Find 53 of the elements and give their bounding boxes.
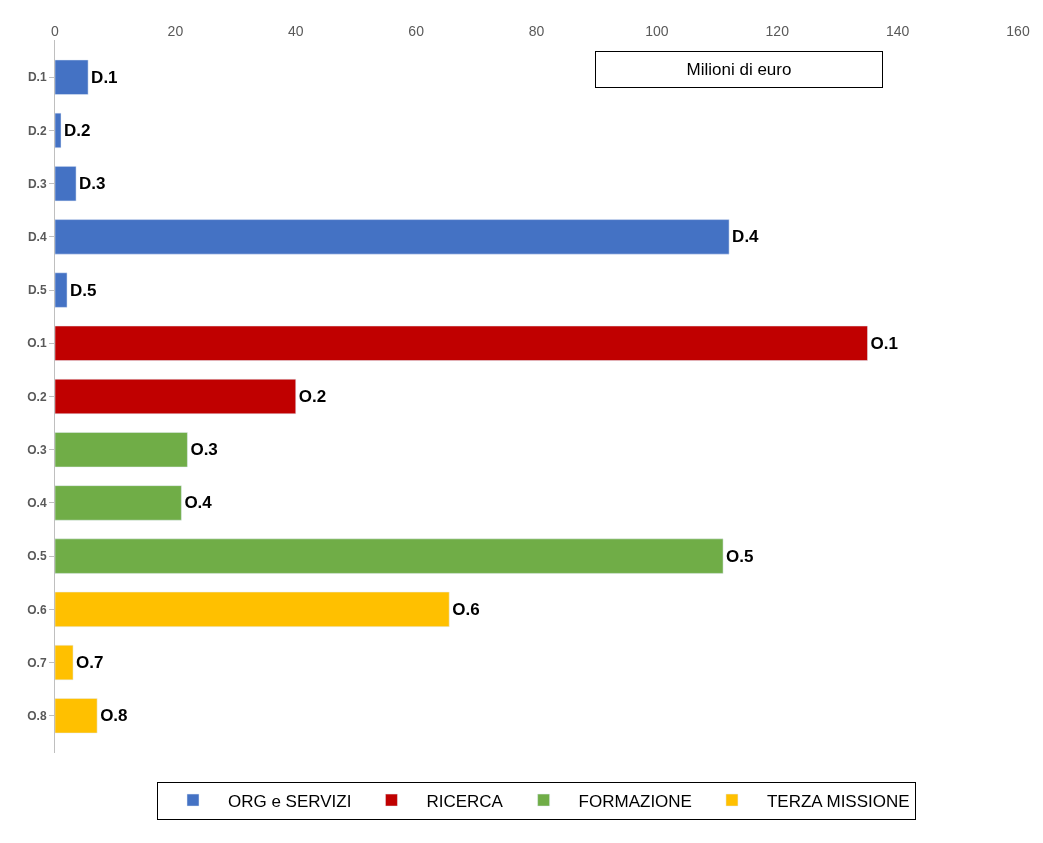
bar	[55, 591, 450, 627]
bar	[55, 485, 182, 521]
legend-label: TERZA MISSIONE	[766, 791, 910, 811]
bar	[55, 166, 77, 202]
data-label: O.4	[184, 493, 213, 513]
data-label: O.3	[190, 440, 218, 460]
x-tick-label: 80	[528, 23, 545, 40]
data-label: O.6	[452, 599, 480, 619]
bar	[55, 538, 724, 574]
x-tick-label: 40	[287, 23, 304, 40]
bar	[55, 112, 62, 148]
x-tick-label: 0	[51, 23, 60, 40]
data-label: D.4	[732, 227, 760, 247]
data-label: D.2	[64, 120, 91, 140]
data-label: O.8	[100, 706, 128, 726]
annotation: Milioni di euro	[686, 60, 792, 79]
x-tick-label: 120	[765, 23, 790, 40]
x-tick-label: 100	[645, 23, 669, 40]
y-tick-label: O.4	[27, 496, 47, 511]
y-tick-label: D.4	[27, 230, 47, 245]
x-tick-label: 140	[885, 23, 910, 40]
x-tick-label: 20	[167, 23, 184, 40]
data-label: O.1	[870, 333, 898, 353]
y-tick-label: O.7	[27, 655, 47, 670]
legend-label: ORG e SERVIZI	[228, 791, 352, 811]
bar	[55, 272, 68, 308]
data-label: D.5	[70, 280, 97, 300]
bar	[55, 432, 188, 468]
y-tick-label: D.2	[27, 123, 47, 138]
y-tick-label: D.3	[27, 176, 47, 191]
data-label: D.1	[91, 67, 118, 87]
y-tick-label: O.8	[27, 708, 47, 723]
y-tick-label: D.5	[27, 283, 47, 298]
data-label: O.2	[298, 387, 327, 406]
bar	[55, 645, 74, 681]
data-label: D.3	[79, 174, 106, 194]
y-tick-label: O.5	[27, 549, 47, 564]
legend-label: RICERCA	[426, 791, 504, 811]
data-label: O.7	[76, 653, 104, 673]
y-tick-label: D.1	[27, 70, 47, 85]
y-tick-label: O.2	[27, 389, 47, 404]
bar	[55, 59, 89, 95]
bar	[55, 219, 730, 255]
bar	[55, 698, 98, 734]
legend-label: FORMAZIONE	[578, 791, 692, 811]
x-tick-label: 160	[1006, 23, 1030, 40]
bar	[55, 325, 868, 361]
y-tick-label: O.3	[27, 442, 47, 457]
bar	[55, 378, 296, 415]
x-tick-label: 60	[408, 23, 425, 40]
data-label: O.5	[726, 546, 754, 566]
y-tick-label: O.6	[27, 602, 47, 617]
y-tick-label: O.1	[27, 336, 47, 351]
